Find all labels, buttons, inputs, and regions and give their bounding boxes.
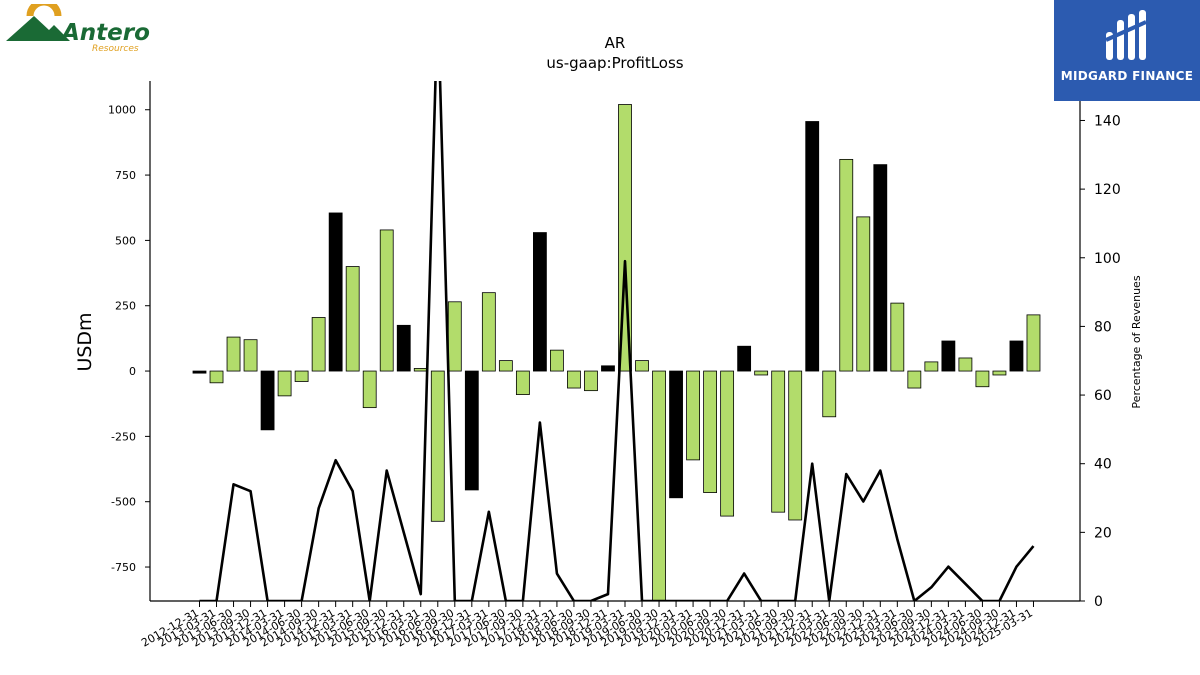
bar-2015-06-30 [362, 370, 377, 409]
bar-2023-12-31 [941, 340, 956, 372]
antero-logo: Antero Resources [4, 4, 154, 56]
y-tick-label-250: 250 [115, 300, 136, 313]
antero-logo-sub: Resources [92, 44, 139, 54]
bar-2024-06-30 [975, 370, 990, 388]
bar-2024-03-31 [958, 357, 973, 372]
y2-tick-label-20: 20 [1094, 525, 1112, 541]
bar-2015-09-30 [379, 229, 394, 372]
bar-2017-06-30 [498, 360, 513, 372]
bar-2019-12-31 [669, 370, 683, 499]
bar-2012-12-31 [192, 370, 207, 374]
bar-2019-06-30 [635, 360, 649, 372]
bar-2013-03-31 [209, 370, 224, 384]
antero-logo-name: Antero [62, 20, 150, 46]
bar-2020-09-30 [720, 370, 735, 517]
y-tick-label--500: -500 [111, 496, 136, 509]
bar-2019-09-30 [652, 370, 666, 601]
bar-2021-06-30 [771, 370, 786, 513]
y-tick-label--750: -750 [111, 561, 136, 574]
bar-2024-12-31 [1009, 340, 1024, 372]
bar-2024-09-30 [992, 370, 1007, 376]
mountain-icon [6, 4, 70, 41]
bar-2023-03-31 [890, 302, 905, 372]
bar-2014-03-31 [277, 370, 292, 397]
bar-2020-12-31 [737, 345, 752, 372]
bar-2025-03-31 [1026, 314, 1041, 372]
chart-title: AR [605, 34, 626, 52]
y2-tick-label-140: 140 [1094, 113, 1121, 129]
chart-subtitle: us-gaap:ProfitLoss [546, 54, 683, 72]
midgard-emblem-icon [1105, 10, 1147, 60]
bar-2013-12-31 [260, 370, 275, 431]
y2-axis-label: Percentage of Revenues [1130, 275, 1143, 408]
midgard-logo-name: MIDGARD FINANCE [1060, 69, 1194, 83]
bar-2014-12-31 [328, 212, 343, 372]
bar-2021-03-31 [754, 370, 769, 376]
bar-2015-03-31 [345, 266, 360, 372]
bar-2022-09-30 [856, 216, 871, 372]
bar-2023-09-30 [924, 361, 939, 372]
bar-2022-06-30 [839, 158, 854, 372]
bar-2020-06-30 [703, 370, 717, 493]
bar-2017-12-31 [533, 232, 547, 372]
y-tick-label--250: -250 [111, 430, 136, 443]
bar-2017-09-30 [515, 370, 530, 395]
y2-tick-label-40: 40 [1094, 457, 1112, 473]
y-tick-label-750: 750 [115, 169, 136, 182]
y2-tick-label-100: 100 [1094, 251, 1121, 267]
plot-marks [192, 81, 1041, 601]
bar-2018-03-31 [550, 349, 564, 372]
bar-2013-09-30 [243, 339, 258, 372]
bar-2018-06-30 [567, 370, 581, 389]
midgard-logo: MIDGARD FINANCE [1054, 0, 1200, 101]
bar-2016-12-31 [464, 370, 479, 491]
bar-2014-09-30 [311, 317, 326, 372]
bar-2015-12-31 [396, 324, 411, 372]
bar-2016-09-30 [447, 301, 462, 372]
bar-2022-03-31 [822, 370, 837, 418]
bar-2023-06-30 [907, 370, 922, 389]
bar-2018-12-31 [601, 365, 615, 372]
y-tick-label-500: 500 [115, 234, 136, 247]
bar-2018-09-30 [584, 370, 598, 392]
y2-tick-label-120: 120 [1094, 182, 1121, 198]
ratio-line [199, 81, 1035, 601]
bar-2017-03-31 [481, 292, 496, 372]
bar-2013-06-30 [226, 336, 241, 372]
bar-2016-06-30 [430, 370, 445, 522]
y-tick-label-0: 0 [129, 365, 136, 378]
bar-2022-12-31 [873, 164, 888, 372]
bar-2021-09-30 [788, 370, 803, 521]
plot-area: -750 -500 -250 0 250 500 750 1000 0 20 40 60 80 100 12… [108, 81, 1121, 650]
y2-tick-label-80: 80 [1094, 319, 1112, 335]
y2-tick-label-0: 0 [1094, 594, 1103, 610]
y-tick-label-1000: 1000 [108, 104, 136, 117]
bar-2020-03-31 [686, 370, 700, 461]
y2-tick-label-60: 60 [1094, 388, 1112, 404]
y-axis-label: USDm [74, 312, 96, 371]
bar-2016-03-31 [413, 368, 428, 372]
bar-2021-12-31 [805, 121, 820, 372]
bar-2014-06-30 [294, 370, 309, 382]
